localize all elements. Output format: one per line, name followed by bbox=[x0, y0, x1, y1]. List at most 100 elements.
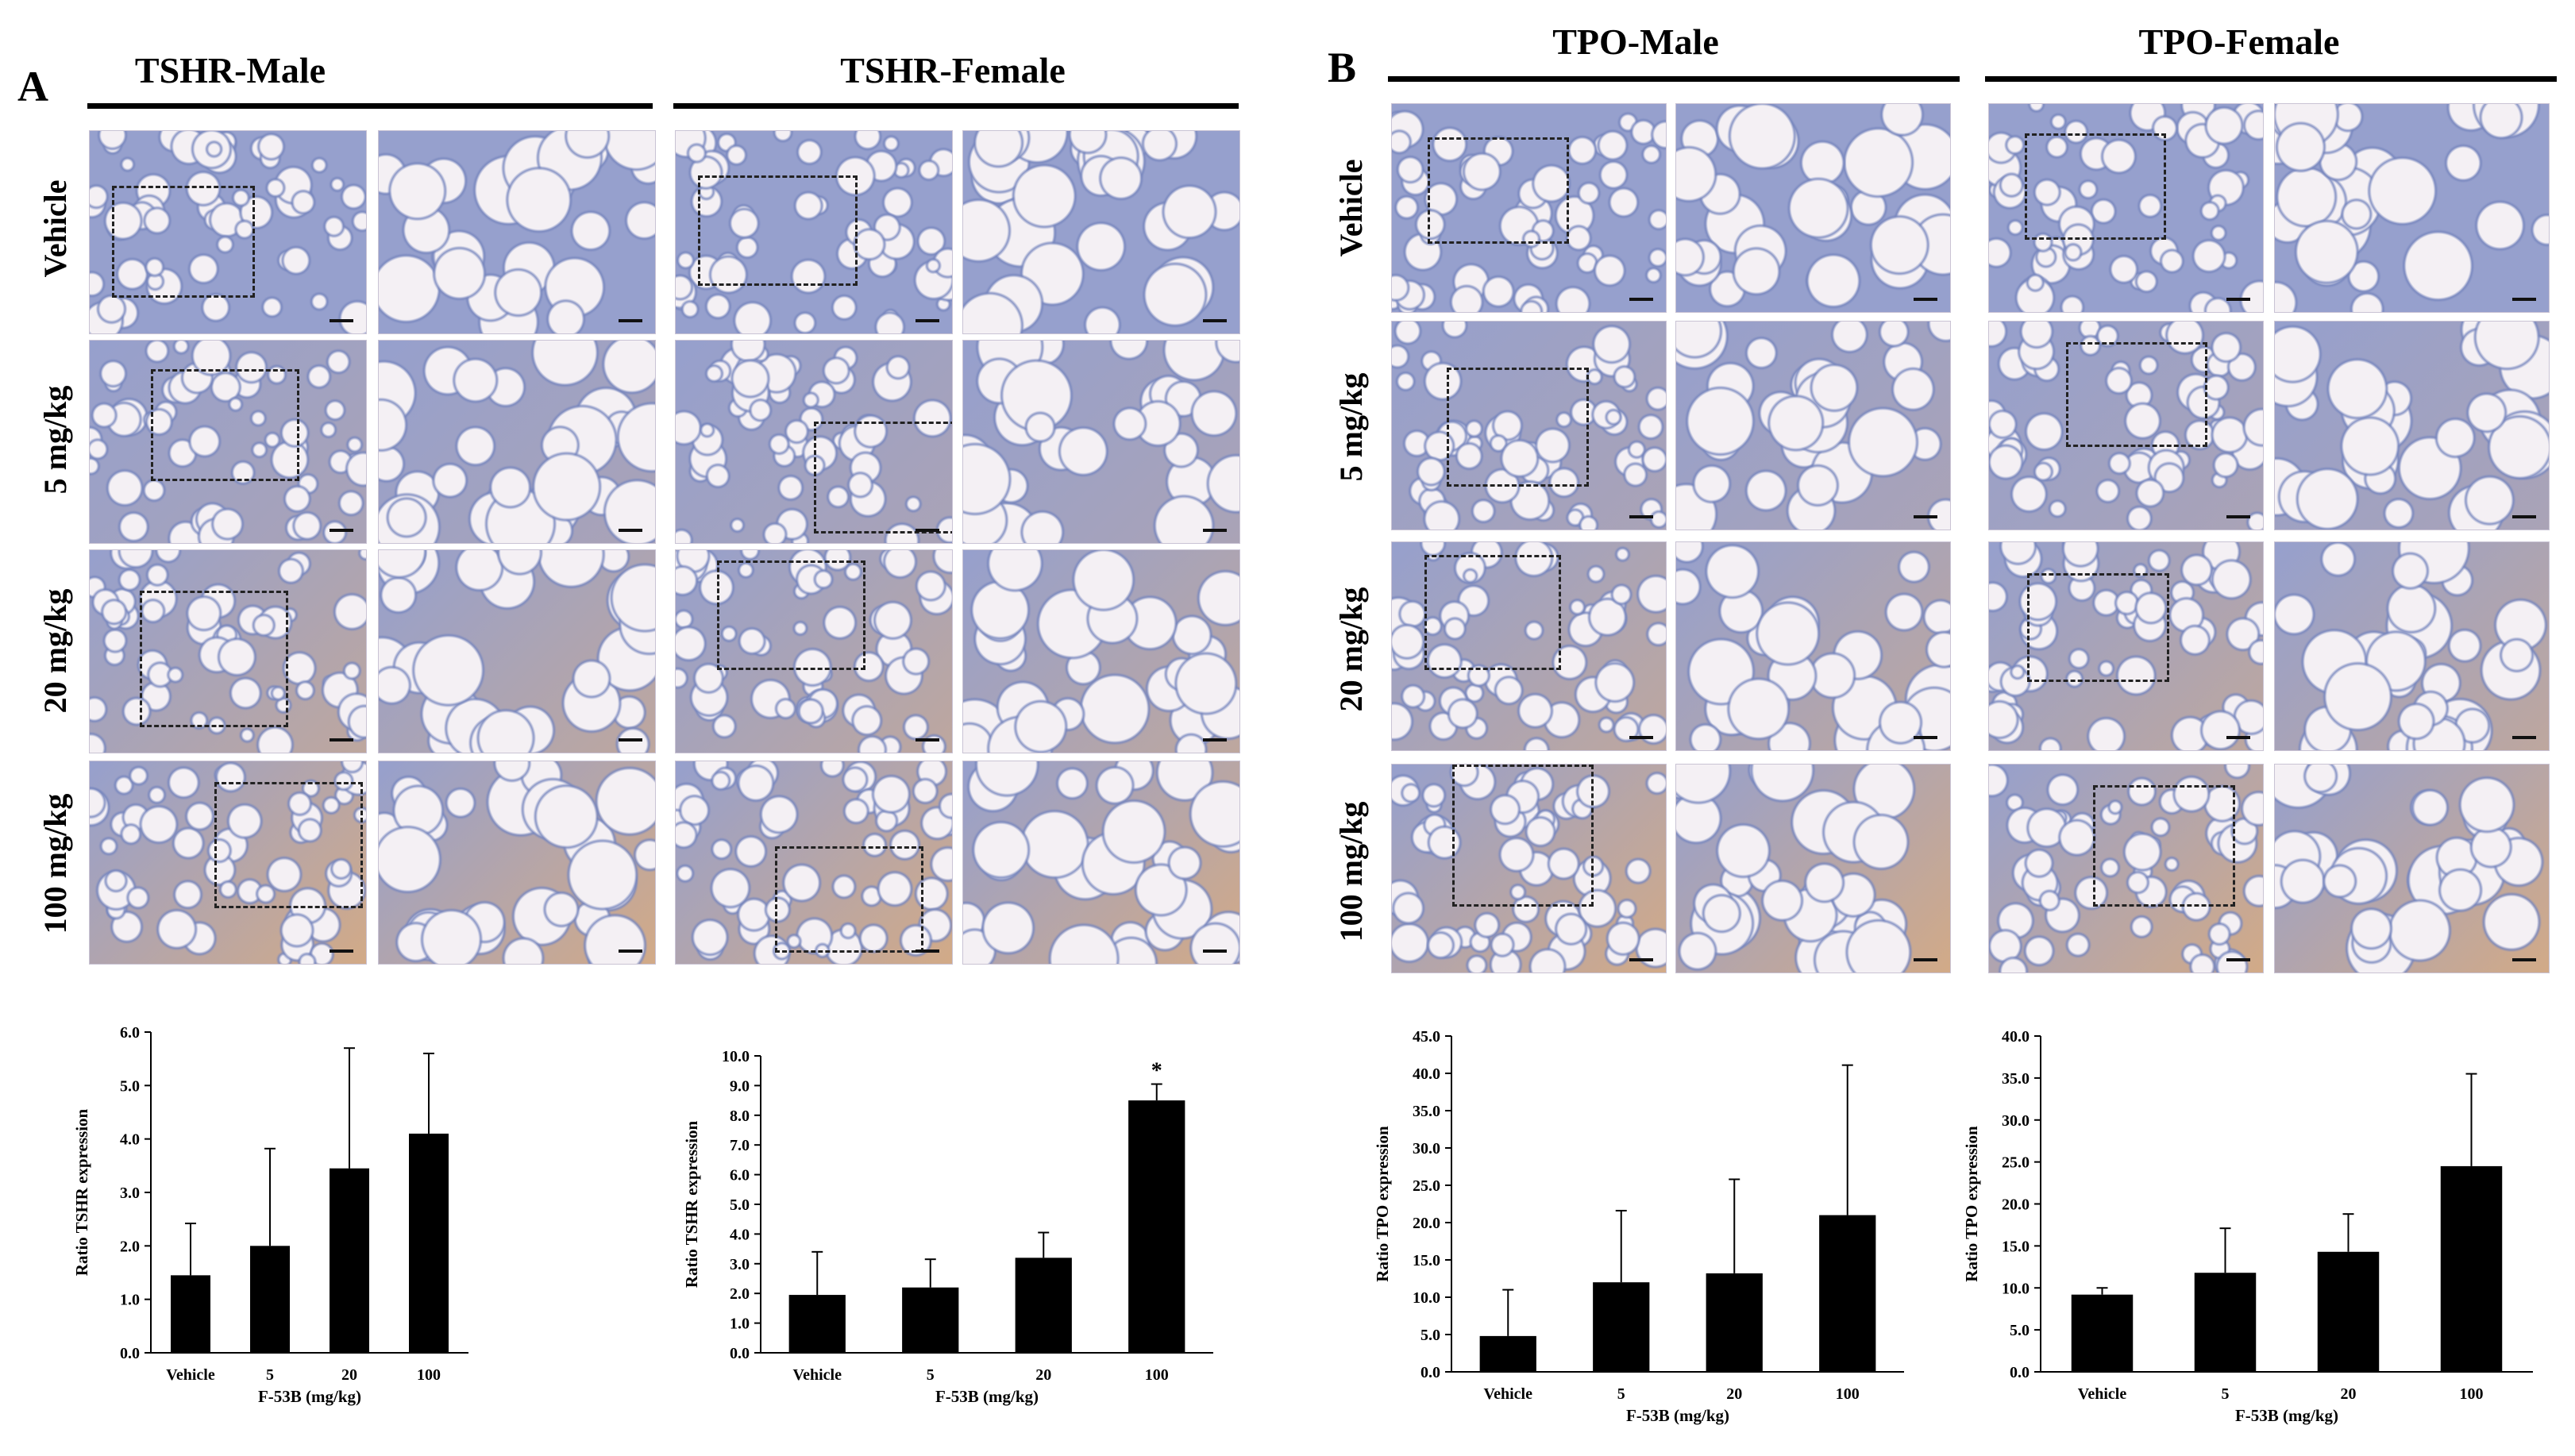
column-title-tshr-female: TSHR-Female bbox=[840, 50, 1066, 91]
region-of-interest-box bbox=[814, 422, 952, 534]
region-of-interest-box bbox=[2093, 785, 2235, 907]
scale-bar bbox=[1629, 298, 1653, 301]
scale-bar bbox=[916, 738, 939, 741]
scale-bar bbox=[1629, 736, 1653, 739]
scale-bar bbox=[2512, 298, 2536, 301]
bar-chart-tshr-female: 0.0 1.0 2.0 3.0 4.0 5.0 6.0 7.0 8.0 9.0 10.0 Vehicl… bbox=[682, 1048, 1213, 1406]
y-tick-label: 9.0 bbox=[730, 1077, 750, 1095]
micrograph-tshr-male-5mgkg-zoom bbox=[378, 340, 656, 544]
x-tick-label: 5 bbox=[927, 1366, 935, 1384]
column-rule-tpo-male bbox=[1388, 76, 1960, 82]
scale-bar bbox=[619, 949, 642, 953]
bar-chart-tshr-male: 0.0 1.0 2.0 3.0 4.0 5.0 6.0 Vehicle 5 20 100 F-53B … bbox=[72, 1024, 468, 1406]
micrograph-tshr-female-5mgkg-zoom bbox=[962, 340, 1240, 544]
scale-bar bbox=[619, 319, 642, 322]
bar bbox=[2194, 1273, 2257, 1372]
region-of-interest-box bbox=[2065, 342, 2208, 447]
row-label-vehicle-b: Vehicle bbox=[1333, 159, 1369, 257]
panel-b-letter: B bbox=[1328, 44, 1357, 91]
region-of-interest-box bbox=[1427, 137, 1570, 245]
micrograph-tpo-male-5mgkg-overview bbox=[1391, 321, 1667, 530]
y-tick-label: 35.0 bbox=[2002, 1070, 2030, 1088]
y-tick-label: 15.0 bbox=[2002, 1238, 2030, 1255]
column-rule-tshr-male bbox=[87, 103, 653, 109]
micrograph-tshr-female-vehicle-overview bbox=[675, 130, 953, 334]
y-tick-label: 0.0 bbox=[1420, 1364, 1440, 1381]
x-axis-title: F-53B (mg/kg) bbox=[935, 1387, 1039, 1406]
y-tick-label: 3.0 bbox=[120, 1184, 140, 1202]
micrograph-tshr-female-20mgkg-overview bbox=[675, 549, 953, 753]
x-tick-label: Vehicle bbox=[166, 1366, 215, 1384]
scale-bar bbox=[916, 529, 939, 532]
y-tick-label: 1.0 bbox=[120, 1292, 140, 1309]
bar bbox=[788, 1295, 846, 1353]
y-tick-label: 30.0 bbox=[2002, 1112, 2030, 1130]
y-tick-label: 0.0 bbox=[730, 1345, 750, 1362]
micrograph-tpo-female-5mgkg-overview bbox=[1988, 321, 2264, 530]
micrograph-tshr-male-20mgkg-zoom bbox=[378, 549, 656, 753]
micrograph-tshr-female-20mgkg-zoom bbox=[962, 549, 1240, 753]
x-tick-label: Vehicle bbox=[793, 1366, 842, 1384]
y-tick-label: 10.0 bbox=[1413, 1289, 1440, 1307]
region-of-interest-box bbox=[214, 781, 363, 908]
x-tick-label: 20 bbox=[1726, 1385, 1742, 1403]
panel-a-letter: A bbox=[17, 63, 48, 110]
scale-bar bbox=[916, 949, 939, 953]
row-label-100mgkg-b: 100 mg/kg bbox=[1333, 801, 1369, 942]
column-rule-tshr-female bbox=[673, 103, 1239, 109]
x-tick-label: 20 bbox=[341, 1366, 357, 1384]
significance-marker: * bbox=[1151, 1059, 1162, 1084]
row-label-100mgkg-a: 100 mg/kg bbox=[37, 793, 73, 934]
scale-bar bbox=[330, 949, 353, 953]
y-tick-label: 25.0 bbox=[2002, 1154, 2030, 1172]
micrograph-tshr-female-5mgkg-overview bbox=[675, 340, 953, 544]
y-tick-label: 5.0 bbox=[120, 1077, 140, 1095]
region-of-interest-box bbox=[717, 560, 866, 671]
y-axis-title: Ratio TPO expression bbox=[1962, 1126, 1981, 1282]
micrograph-tpo-female-20mgkg-zoom bbox=[2274, 541, 2550, 751]
y-tick-label: 20.0 bbox=[2002, 1196, 2030, 1214]
y-axis-title: Ratio TPO expression bbox=[1373, 1126, 1392, 1282]
y-tick-label: 1.0 bbox=[730, 1315, 750, 1333]
micrograph-tpo-male-20mgkg-overview bbox=[1391, 541, 1667, 751]
column-rule-tpo-female bbox=[1985, 76, 2557, 82]
bar bbox=[1015, 1258, 1072, 1353]
y-tick-label: 15.0 bbox=[1413, 1252, 1440, 1269]
micrograph-tpo-male-5mgkg-zoom bbox=[1675, 321, 1951, 530]
y-tick-label: 6.0 bbox=[120, 1024, 140, 1042]
bar bbox=[1706, 1273, 1763, 1372]
y-tick-label: 20.0 bbox=[1413, 1215, 1440, 1232]
y-tick-label: 5.0 bbox=[1420, 1327, 1440, 1344]
y-tick-label: 0.0 bbox=[2010, 1364, 2030, 1381]
scale-bar bbox=[1914, 958, 1937, 961]
scale-bar bbox=[1203, 529, 1227, 532]
bar-chart-tpo-male: 0.0 5.0 10.0 15.0 20.0 25.0 30.0 35.0 40.0 45.0 Ve… bbox=[1373, 1028, 1904, 1425]
scale-bar bbox=[1203, 738, 1227, 741]
scale-bar bbox=[916, 319, 939, 322]
row-label-20mgkg-a: 20 mg/kg bbox=[37, 588, 73, 714]
region-of-interest-box bbox=[775, 846, 924, 953]
y-tick-label: 7.0 bbox=[730, 1137, 750, 1154]
micrograph-tshr-female-vehicle-zoom bbox=[962, 130, 1240, 334]
bar bbox=[2317, 1251, 2380, 1372]
micrograph-tshr-male-vehicle-zoom bbox=[378, 130, 656, 334]
x-tick-label: 5 bbox=[1617, 1385, 1625, 1403]
x-tick-label: 20 bbox=[2341, 1385, 2357, 1403]
micrograph-tpo-female-100mgkg-overview bbox=[1988, 764, 2264, 973]
x-tick-label: Vehicle bbox=[2078, 1385, 2127, 1403]
bar-chart-tpo-female: 0.0 5.0 10.0 15.0 20.0 25.0 30.0 35.0 40.0 Vehicl… bbox=[1962, 1028, 2533, 1425]
x-tick-label: 5 bbox=[2222, 1385, 2230, 1403]
micrograph-tpo-male-20mgkg-zoom bbox=[1675, 541, 1951, 751]
y-tick-label: 45.0 bbox=[1413, 1028, 1440, 1046]
x-tick-label: 100 bbox=[1145, 1366, 1169, 1384]
micrograph-tpo-female-20mgkg-overview bbox=[1988, 541, 2264, 751]
scale-bar bbox=[1203, 949, 1227, 953]
scale-bar bbox=[2226, 958, 2250, 961]
micrograph-tshr-male-5mgkg-overview bbox=[89, 340, 367, 544]
x-axis-title: F-53B (mg/kg) bbox=[2235, 1406, 2338, 1425]
y-tick-label: 2.0 bbox=[120, 1238, 140, 1255]
y-tick-label: 3.0 bbox=[730, 1256, 750, 1273]
region-of-interest-box bbox=[111, 185, 255, 298]
micrograph-tshr-male-vehicle-overview bbox=[89, 130, 367, 334]
bar bbox=[171, 1275, 210, 1353]
